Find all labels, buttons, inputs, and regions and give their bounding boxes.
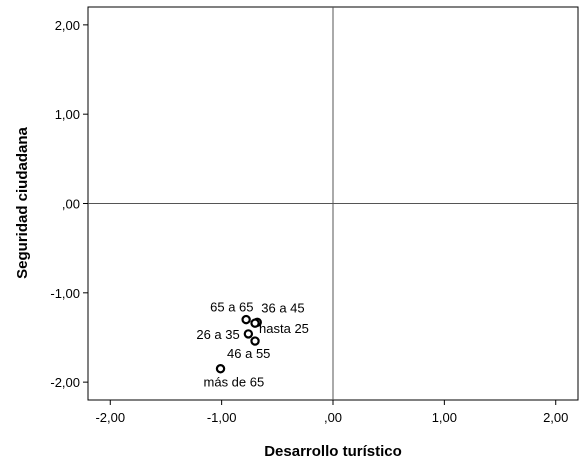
data-point-label: 36 a 45 (261, 300, 304, 315)
data-point-label: 65 a 65 (210, 300, 253, 315)
data-point-marker (250, 336, 260, 346)
y-tick-label: ,00 (62, 197, 80, 212)
data-point-label: hasta 25 (259, 321, 309, 336)
y-tick-label: 1,00 (55, 107, 80, 122)
data-points: 65 a 65 36 a 45 hasta 25 26 a 35 46 a 55 más … (196, 300, 309, 390)
data-point-marker (250, 318, 260, 328)
x-tick-label: 1,00 (432, 410, 457, 425)
y-axis-title: Seguridad ciudadana (14, 126, 31, 278)
data-point-marker (243, 329, 254, 339)
y-tick-label: -2,00 (50, 375, 80, 390)
y-tick-label: 2,00 (55, 18, 80, 33)
data-point-label: 46 a 55 (227, 346, 270, 361)
x-axis: -2,00 -1,00 ,00 1,00 2,00 (95, 400, 568, 425)
data-point-label: 26 a 35 (196, 327, 239, 342)
x-tick-label: 2,00 (543, 410, 568, 425)
reference-lines (88, 7, 578, 400)
x-tick-label: -2,00 (95, 410, 125, 425)
data-point-marker (241, 314, 251, 325)
data-point-label: más de 65 (204, 375, 265, 390)
y-tick-label: -1,00 (50, 286, 80, 301)
x-tick-label: ,00 (324, 410, 342, 425)
x-axis-title: Desarrollo turístico (264, 443, 402, 460)
data-point-marker (215, 364, 226, 374)
y-axis: -2,00 -1,00 ,00 1,00 2,00 (50, 18, 88, 390)
x-tick-label: -1,00 (207, 410, 237, 425)
